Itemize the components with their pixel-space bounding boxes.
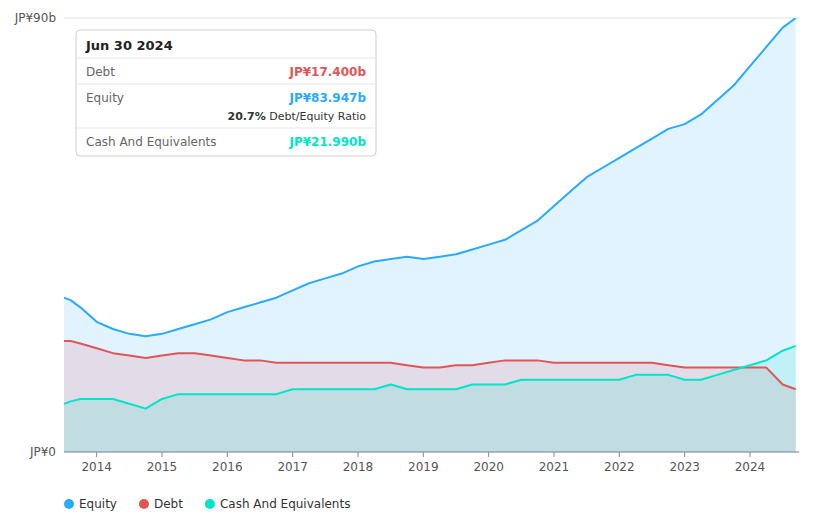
legend-marker [64, 499, 74, 509]
annotation-separator [77, 84, 375, 85]
plot-area [64, 18, 796, 452]
y-tick-label: JP¥0 [29, 445, 56, 459]
x-tick [488, 452, 489, 457]
x-tick [96, 452, 97, 457]
annotation-label: Equity [86, 91, 124, 105]
annotation-separator [77, 58, 375, 59]
x-tick-label: 2020 [473, 460, 504, 474]
area-line [64, 346, 796, 409]
legend-item: Cash And Equivalents [205, 497, 351, 511]
x-tick [684, 452, 685, 457]
x-tick [423, 452, 424, 457]
annotation-value: JP¥83.947b [288, 91, 366, 105]
x-tick-label: 2015 [147, 460, 178, 474]
x-tick-label: 2014 [81, 460, 112, 474]
legend-marker [139, 499, 149, 509]
x-tick-label: 2016 [212, 460, 243, 474]
x-tick [358, 452, 359, 457]
legend-item: Equity [64, 497, 117, 511]
x-tick [292, 452, 293, 457]
area-fill [64, 346, 796, 452]
x-tick-label: 2021 [539, 460, 570, 474]
annotation-ratio-value: 20.7% [228, 110, 266, 123]
area-line [64, 341, 796, 389]
annotation-ratio-suffix: Debt/Equity Ratio [266, 110, 367, 123]
x-tick-label: 2023 [669, 460, 700, 474]
legend-item: Debt [139, 497, 183, 511]
y-grid-line [64, 18, 799, 19]
legend-label: Equity [79, 497, 117, 511]
annotation-value: JP¥17.400b [288, 65, 366, 79]
x-tick-label: 2017 [277, 460, 308, 474]
chart: JP¥0 JP¥90b 2014 2015 2016 2017 2018 2019 2020 20… [0, 0, 821, 526]
annotation-label: Debt [86, 65, 115, 79]
x-tick [619, 452, 620, 457]
legend: Equity Debt Cash And Equivalents [64, 497, 350, 511]
x-tick-label: 2024 [735, 460, 766, 474]
x-tick [162, 452, 163, 457]
grid [64, 18, 799, 452]
x-tick [750, 452, 751, 457]
annotation-title: Jun 30 2024 [85, 38, 173, 53]
annotation-ratio: 20.7% Debt/Equity Ratio [228, 110, 367, 123]
x-tick-label: 2018 [343, 460, 374, 474]
y-tick-label: JP¥90b [14, 11, 56, 25]
legend-label: Cash And Equivalents [220, 497, 351, 511]
legend-label: Debt [154, 497, 183, 511]
legend-marker [205, 499, 215, 509]
x-tick-label: 2022 [604, 460, 635, 474]
annotation-separator [77, 128, 375, 129]
x-tick-label: 2019 [408, 460, 439, 474]
area-fill [64, 18, 796, 452]
area-fill [64, 341, 796, 452]
annotation-background [76, 30, 376, 156]
x-tick [227, 452, 228, 457]
x-tick [554, 452, 555, 457]
annotation-label: Cash And Equivalents [86, 135, 217, 149]
annotation-value: JP¥21.990b [288, 135, 366, 149]
area-line [64, 18, 796, 336]
annotation-box: Jun 30 2024 Debt JP¥17.400b Equity JP¥83.947… [76, 30, 376, 156]
